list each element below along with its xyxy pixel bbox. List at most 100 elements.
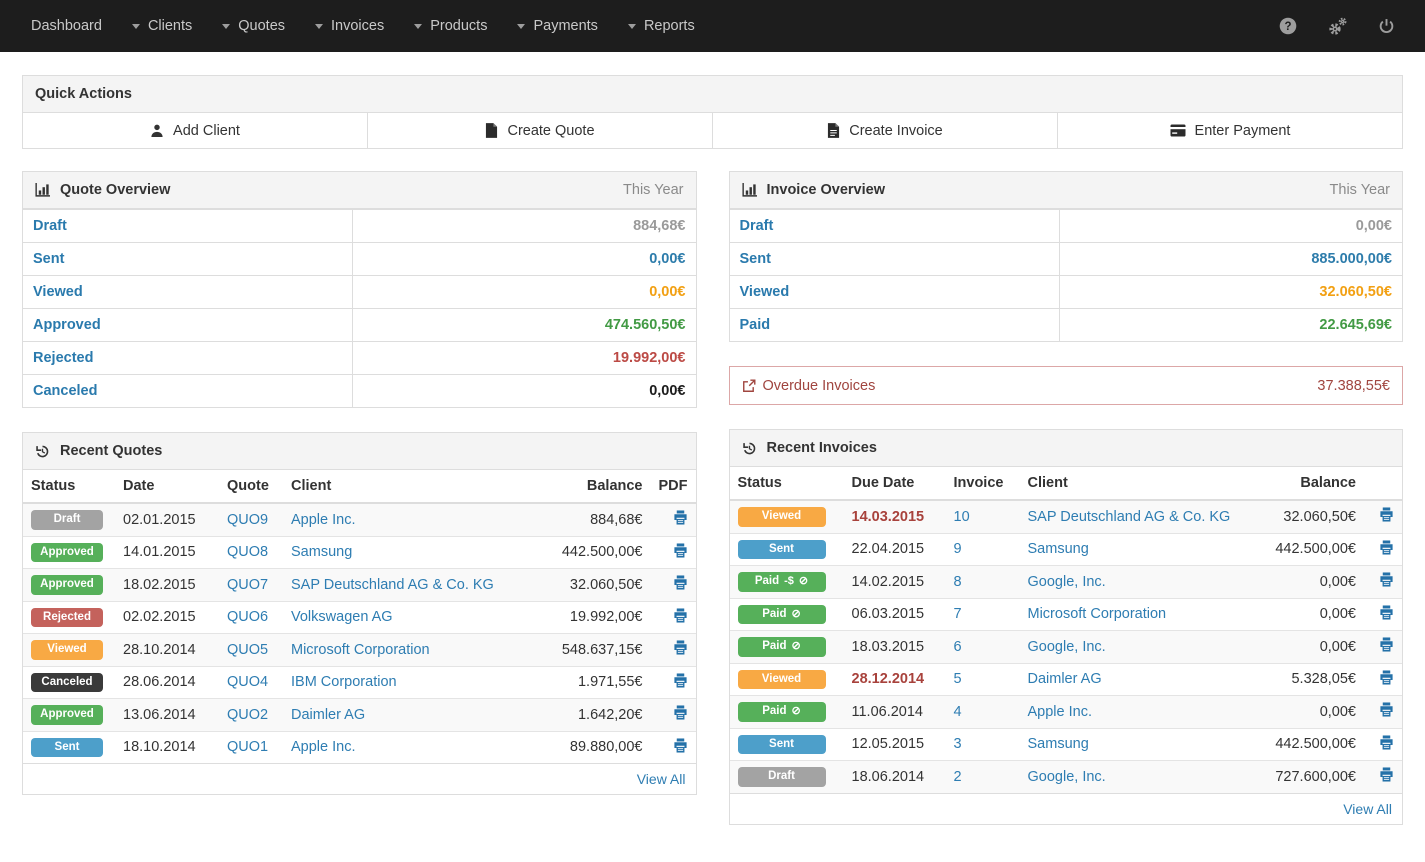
printer-icon	[1379, 572, 1394, 587]
overdue-invoices-amount: 37.388,55€	[1317, 377, 1390, 394]
quote-number-link[interactable]: QUO1	[227, 739, 269, 756]
quote-number-link[interactable]: QUO6	[227, 609, 269, 626]
invoice-number-link[interactable]: 6	[953, 638, 962, 655]
date-cell: 28.12.2014	[843, 662, 946, 696]
invoice-number-link[interactable]: 9	[953, 541, 962, 558]
column-header-date: Date	[115, 470, 219, 504]
client-link[interactable]: IBM Corporation	[291, 674, 397, 691]
power-icon[interactable]	[1378, 18, 1395, 35]
table-row: Paid ⊘ 18.03.2015 6 Google, Inc. 0,00€	[729, 630, 1402, 663]
quote-number-link[interactable]: QUO4	[227, 674, 269, 691]
client-link[interactable]: Volkswagen AG	[291, 609, 393, 626]
invoice-overview-label[interactable]: Sent	[728, 242, 1060, 276]
quote-overview-label[interactable]: Canceled	[22, 374, 353, 408]
client-link[interactable]: Samsung	[291, 544, 353, 561]
invoice-number-link[interactable]: 3	[953, 736, 962, 753]
client-link[interactable]: Microsoft Corporation	[1027, 606, 1167, 623]
status-badge: Paid ⊘	[737, 604, 826, 624]
invoice-number-link[interactable]: 7	[953, 606, 962, 623]
print-cell[interactable]	[650, 600, 696, 634]
invoice-number-link[interactable]: 2	[953, 768, 962, 785]
client-link[interactable]: Apple Inc.	[291, 739, 356, 756]
create-invoice-button[interactable]: Create Invoice	[713, 113, 1058, 148]
client-link[interactable]: Samsung	[1027, 541, 1089, 558]
print-cell[interactable]	[1364, 500, 1402, 533]
nav-item-invoices[interactable]: Invoices	[300, 0, 399, 52]
quote-overview-label[interactable]: Sent	[22, 242, 353, 276]
nav-item-dashboard[interactable]: Dashboard	[16, 0, 117, 52]
quote-number-link[interactable]: QUO7	[227, 576, 269, 593]
quote-overview-label[interactable]: Rejected	[22, 341, 353, 375]
print-cell[interactable]	[650, 730, 696, 763]
nav-item-clients[interactable]: Clients	[117, 0, 207, 52]
nav-item-reports[interactable]: Reports	[613, 0, 710, 52]
invoice-overview-label[interactable]: Draft	[728, 209, 1060, 243]
client-cell: Google, Inc.	[1019, 565, 1246, 598]
date-cell: 13.06.2014	[115, 698, 219, 731]
number-cell: 3	[945, 727, 1020, 761]
nav-item-payments[interactable]: Payments	[502, 0, 612, 52]
balance-cell: 0,00€	[1246, 630, 1364, 663]
print-cell[interactable]	[651, 503, 696, 536]
quote-number-link[interactable]: QUO9	[227, 511, 269, 528]
enter-payment-button[interactable]: Enter Payment	[1058, 113, 1402, 148]
quote-number-link[interactable]: QUO2	[227, 706, 269, 723]
quote-overview-label[interactable]: Draft	[22, 209, 353, 243]
invoice-overview-label[interactable]: Viewed	[728, 275, 1060, 309]
client-link[interactable]: Daimler AG	[1027, 671, 1102, 688]
settings-icon[interactable]	[1327, 17, 1348, 36]
client-link[interactable]: SAP Deutschland AG & Co. KG	[291, 576, 494, 593]
client-link[interactable]: Samsung	[1027, 736, 1089, 753]
invoice-number-link[interactable]: 5	[953, 671, 962, 688]
quote-number-link[interactable]: QUO5	[227, 641, 269, 658]
print-cell[interactable]	[650, 698, 696, 731]
date-cell: 14.03.2015	[844, 500, 946, 533]
print-cell[interactable]	[1364, 630, 1402, 663]
print-cell[interactable]	[650, 665, 696, 699]
client-link[interactable]: Microsoft Corporation	[291, 641, 430, 658]
view-all-quotes-link[interactable]: View All	[636, 771, 686, 787]
print-cell[interactable]	[1364, 760, 1402, 793]
status-cell: Viewed	[730, 500, 844, 533]
print-cell[interactable]	[1364, 565, 1402, 598]
print-cell[interactable]	[650, 568, 696, 601]
print-cell[interactable]	[1364, 695, 1402, 728]
client-link[interactable]: Apple Inc.	[1027, 703, 1093, 720]
client-link[interactable]: Google, Inc.	[1027, 573, 1106, 590]
client-link[interactable]: Daimler AG	[291, 706, 366, 723]
invoice-number-link[interactable]: 10	[953, 508, 970, 525]
quote-overview-label[interactable]: Viewed	[22, 275, 353, 309]
create-quote-button[interactable]: Create Quote	[368, 113, 713, 148]
recent-quotes-header: Recent Quotes	[22, 432, 697, 470]
print-cell[interactable]	[1364, 532, 1402, 566]
view-all-invoices-link[interactable]: View All	[1343, 800, 1392, 817]
print-cell[interactable]	[650, 633, 696, 666]
overdue-invoices-link[interactable]: Overdue Invoices	[742, 378, 875, 394]
print-cell[interactable]	[650, 535, 696, 569]
nav-item-products[interactable]: Products	[399, 0, 502, 52]
history-icon	[35, 444, 50, 459]
quote-overview-label[interactable]: Approved	[22, 308, 353, 342]
column-header-balance: Balance	[532, 470, 651, 504]
invoice-overview-row: Sent 885.000,00€	[728, 242, 1403, 276]
client-link[interactable]: Apple Inc.	[291, 511, 356, 528]
print-cell[interactable]	[1364, 662, 1402, 696]
invoice-overview-label[interactable]: Paid	[728, 308, 1060, 342]
invoice-number-link[interactable]: 8	[953, 573, 962, 590]
quote-number-link[interactable]: QUO8	[227, 544, 269, 561]
add-client-button[interactable]: Add Client	[23, 113, 368, 148]
invoice-number-link[interactable]: 4	[953, 703, 962, 720]
number-cell: 4	[945, 695, 1020, 728]
client-link[interactable]: SAP Deutschland AG & Co. KG	[1027, 508, 1231, 525]
print-cell[interactable]	[1364, 727, 1402, 761]
history-icon	[742, 441, 757, 456]
column-header-balance: Balance	[1246, 467, 1364, 501]
client-link[interactable]: Google, Inc.	[1027, 638, 1106, 655]
client-link[interactable]: Google, Inc.	[1027, 768, 1106, 785]
print-cell[interactable]	[1364, 597, 1402, 631]
nav-item-quotes[interactable]: Quotes	[207, 0, 300, 52]
balance-cell: 1.971,55€	[532, 665, 651, 699]
quote-overview-row: Rejected 19.992,00€	[22, 341, 697, 375]
help-icon[interactable]: ?	[1279, 17, 1297, 35]
quote-overview-value: 0,00€	[352, 242, 697, 276]
